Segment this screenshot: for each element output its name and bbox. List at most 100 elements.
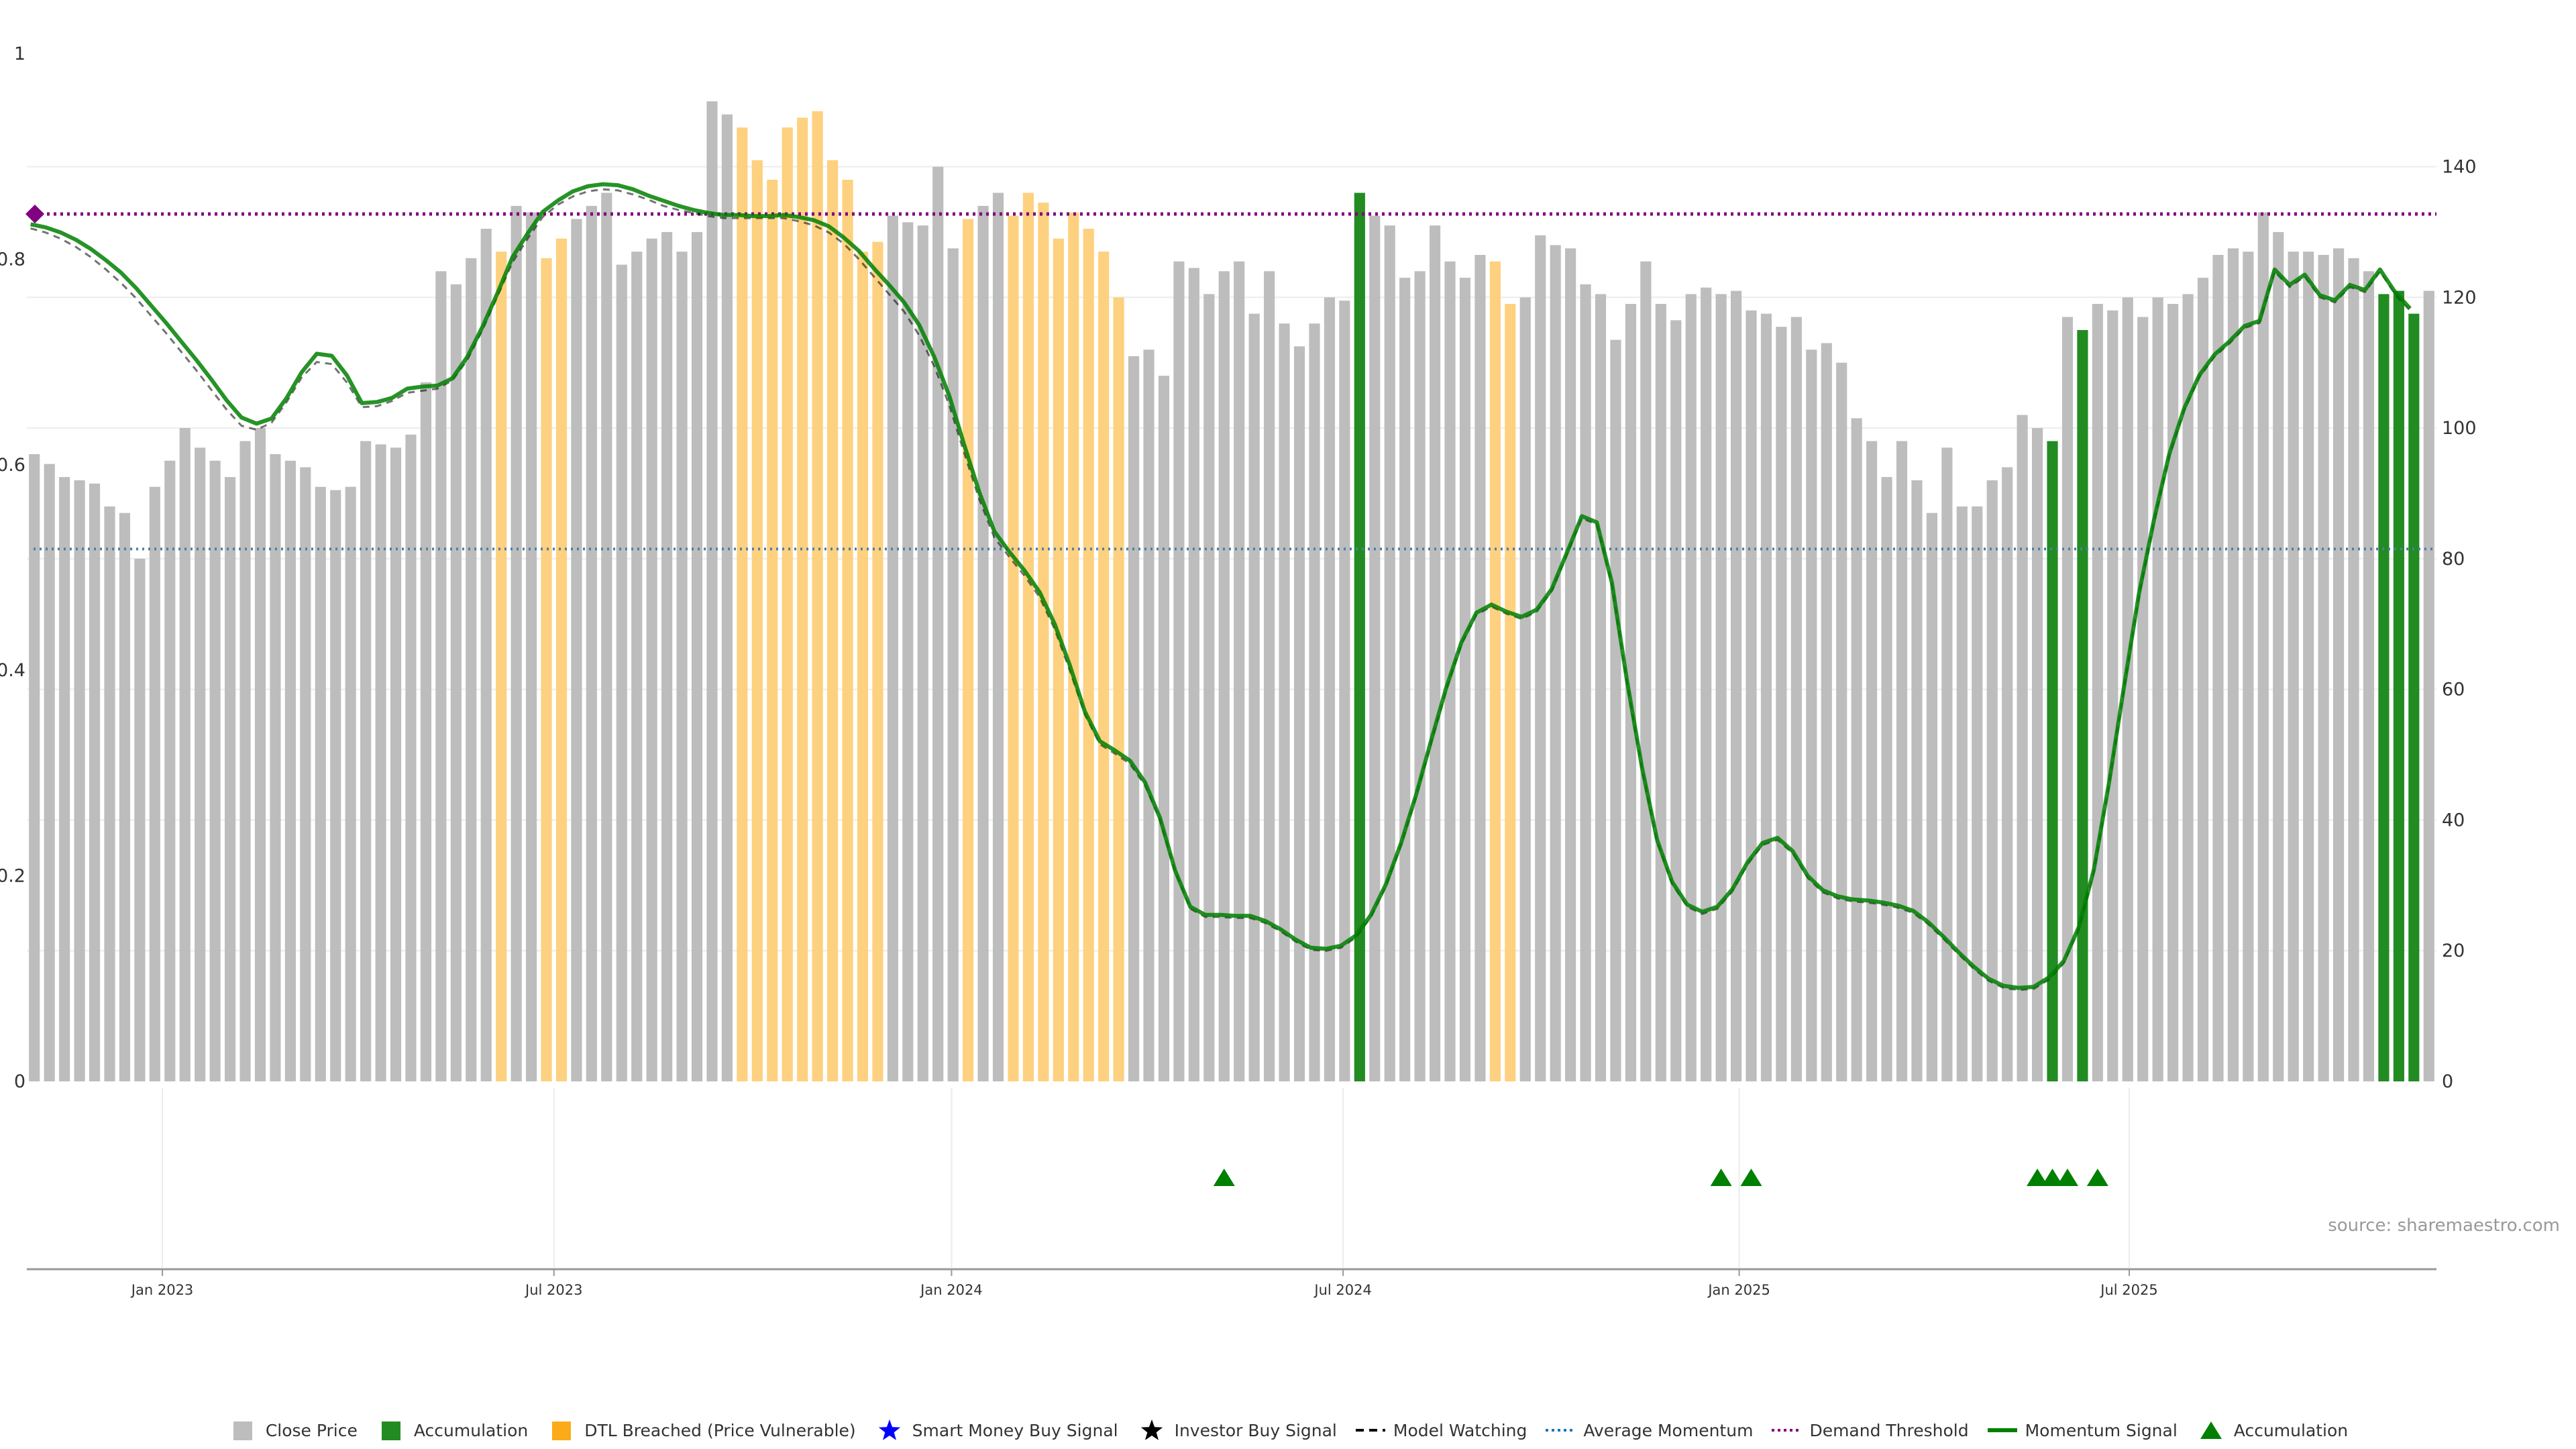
close-price-bar xyxy=(420,382,432,1081)
close-price-bar xyxy=(59,477,70,1081)
accumulation-marker xyxy=(2056,1169,2078,1186)
close-price-bar xyxy=(1685,294,1697,1081)
close-price-bar xyxy=(1324,297,1336,1081)
close-price-bar xyxy=(1926,513,1938,1081)
right-axis-tick-label: 40 xyxy=(2442,810,2465,830)
close-price-bar xyxy=(254,428,266,1081)
dtl-breached-bar xyxy=(767,179,778,1081)
close-price-bar xyxy=(631,252,643,1082)
legend-item: Accumulation xyxy=(376,1419,528,1442)
x-tick-label: Jan 2025 xyxy=(1707,1282,1770,1298)
close-price-bar xyxy=(661,231,673,1082)
close-price-bar xyxy=(390,447,402,1081)
accumulation-bar xyxy=(2393,290,2404,1081)
legend-item: Average Momentum xyxy=(1546,1419,1753,1442)
dtl-breached-bar xyxy=(1489,261,1501,1081)
dtl-breached-bar xyxy=(782,127,793,1081)
legend-label: Momentum Signal xyxy=(2025,1420,2178,1440)
x-tick-label: Jul 2025 xyxy=(2099,1282,2157,1298)
close-price-bar xyxy=(2423,290,2434,1081)
close-price-bar xyxy=(2017,415,2028,1081)
close-price-bar xyxy=(480,229,492,1081)
close-price-bar xyxy=(1429,225,1441,1081)
close-price-bar xyxy=(1715,294,1727,1081)
close-price-bar xyxy=(450,284,462,1082)
accumulation-marker xyxy=(2041,1169,2063,1186)
close-price-bar xyxy=(2122,297,2133,1081)
close-price-bar xyxy=(1293,346,1305,1081)
close-price-bar xyxy=(2137,317,2149,1082)
close-price-bar xyxy=(1188,268,1199,1082)
close-price-bar xyxy=(1746,310,1757,1081)
right-axis-tick-label: 140 xyxy=(2442,156,2477,177)
close-price-bar xyxy=(2092,304,2103,1082)
close-price-bar xyxy=(1806,350,1817,1081)
x-tick-label: Jan 2023 xyxy=(130,1282,194,1298)
close-price-bar xyxy=(1851,418,1862,1081)
dtl-breached-bar xyxy=(1038,203,1049,1081)
close-price-bar xyxy=(2002,467,2013,1081)
dtl-breached-bar xyxy=(826,160,839,1081)
close-price-bar xyxy=(2363,271,2375,1081)
right-axis-tick-label: 120 xyxy=(2442,287,2477,308)
close-price-bar xyxy=(1956,506,1968,1081)
close-price-bar xyxy=(405,434,417,1081)
close-price-bar xyxy=(2152,297,2163,1081)
close-price-bar xyxy=(1776,327,1787,1082)
close-price-bar xyxy=(676,252,688,1082)
close-price-bar xyxy=(1580,284,1591,1082)
close-price-bar xyxy=(104,506,115,1081)
legend-item: Close Price xyxy=(228,1419,358,1442)
close-price-bar xyxy=(2227,248,2239,1081)
left-axis-tick-label: 0 xyxy=(14,1071,25,1092)
close-price-bar xyxy=(209,460,221,1081)
close-price-bar xyxy=(2273,231,2284,1082)
close-price-bar xyxy=(134,558,146,1081)
close-price-bar xyxy=(1896,441,1908,1081)
close-price-bar xyxy=(571,219,582,1081)
close-price-bar xyxy=(2318,254,2329,1081)
close-price-bar xyxy=(1760,313,1772,1081)
legend-label: Demand Threshold xyxy=(1809,1420,1969,1440)
right-axis-tick-label: 20 xyxy=(2442,941,2465,961)
close-price-bar xyxy=(1384,225,1395,1081)
legend-item: Momentum Signal xyxy=(1987,1419,2178,1442)
dtl-breached-bar xyxy=(797,117,808,1081)
close-price-bar xyxy=(992,193,1004,1081)
dtl-breached-bar xyxy=(1098,252,1110,1082)
close-price-bar xyxy=(300,467,311,1081)
signal-lines xyxy=(25,182,2436,991)
close-price-bar xyxy=(119,513,131,1081)
dtl-breached-bar xyxy=(1068,212,1079,1081)
close-price-bar xyxy=(2182,294,2194,1081)
close-price-bar xyxy=(74,480,85,1081)
axes: 0 20 40 60 80 100 120 140 0 0.2 0.4 0.6 0.8 1 Jan 2023… xyxy=(0,44,2477,1298)
legend-item: Accumulation xyxy=(2196,1419,2348,1442)
close-price-bar xyxy=(1264,271,1275,1081)
close-price-bar xyxy=(2257,212,2269,1081)
legend-item: Investor Buy Signal xyxy=(1137,1419,1337,1442)
close-price-bar xyxy=(1790,317,1802,1082)
dtl-breached-bar xyxy=(1053,238,1064,1081)
close-price-bar xyxy=(1640,261,1652,1081)
close-price-bar xyxy=(1610,339,1621,1081)
dtl-breached-bar xyxy=(1008,215,1019,1082)
close-price-bar xyxy=(284,460,296,1081)
legend-item: Model Watching xyxy=(1355,1419,1527,1442)
close-price-bar xyxy=(525,212,537,1081)
legend-label: Average Momentum xyxy=(1583,1420,1754,1440)
close-price-bar xyxy=(1414,271,1426,1081)
legend-item: Smart Money Buy Signal xyxy=(875,1419,1118,1442)
legend-label: Investor Buy Signal xyxy=(1174,1420,1337,1440)
dtl-breached-bar xyxy=(872,241,883,1082)
close-price-bar xyxy=(721,114,733,1082)
close-price-bar xyxy=(89,483,101,1081)
close-price-bar xyxy=(360,441,372,1081)
close-price-bar xyxy=(1519,297,1531,1081)
close-price-bar xyxy=(1670,320,1682,1082)
legend-item: DTL Breached (Price Vulnerable) xyxy=(547,1419,856,1442)
legend-label: Accumulation xyxy=(2233,1420,2349,1440)
close-price-bar xyxy=(195,447,206,1081)
close-price-bar xyxy=(1128,356,1140,1081)
left-axis-tick-label: 0.2 xyxy=(0,866,25,887)
